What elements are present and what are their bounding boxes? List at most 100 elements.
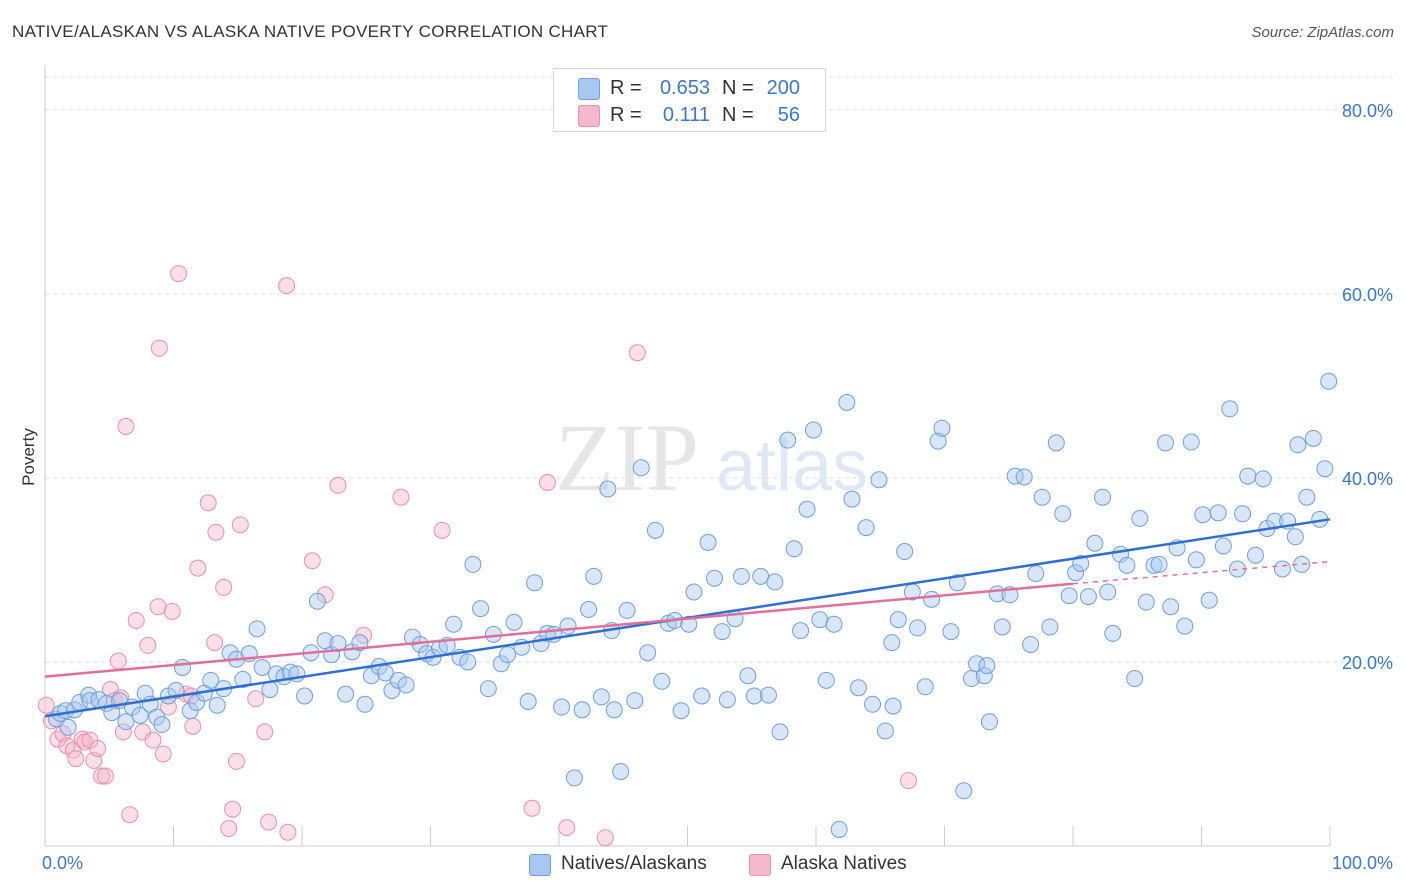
data-point-natives-alaskans <box>896 543 914 561</box>
data-point-natives-alaskans <box>1162 598 1180 616</box>
data-point-natives-alaskans <box>1054 505 1072 523</box>
data-point-alaska-natives <box>220 820 238 838</box>
data-point-natives-alaskans <box>718 691 736 709</box>
watermark: ZIP atlas <box>555 404 868 511</box>
stats-n-value: 56 <box>777 104 800 126</box>
data-point-alaska-natives <box>227 752 245 770</box>
data-point-natives-alaskans <box>605 701 623 719</box>
series-alaska-natives <box>37 265 918 847</box>
y-tick-label: 20.0% <box>1342 653 1393 673</box>
data-point-natives-alaskans <box>811 611 829 629</box>
data-point-natives-alaskans <box>968 655 986 673</box>
data-point-alaska-natives <box>170 265 188 283</box>
y-tick-label: 60.0% <box>1342 285 1393 305</box>
data-point-alaska-natives <box>189 559 207 577</box>
watermark-zip: ZIP <box>555 404 699 511</box>
data-point-natives-alaskans <box>1118 556 1136 574</box>
data-point-natives-alaskans <box>573 701 591 719</box>
data-point-natives-alaskans <box>117 713 135 731</box>
data-point-natives-alaskans <box>1194 506 1212 524</box>
data-point-alaska-natives <box>139 636 157 654</box>
data-point-natives-alaskans <box>131 706 149 724</box>
data-point-alaska-natives <box>278 277 296 295</box>
data-point-alaska-natives <box>37 696 55 714</box>
data-point-natives-alaskans <box>1176 617 1194 635</box>
data-point-alaska-natives <box>199 494 217 512</box>
data-point-natives-alaskans <box>459 653 477 671</box>
data-point-alaska-natives <box>538 474 556 492</box>
data-point-natives-alaskans <box>1254 470 1272 488</box>
data-point-natives-alaskans <box>883 634 901 652</box>
data-point-alaska-natives <box>109 652 127 670</box>
data-point-natives-alaskans <box>526 574 544 592</box>
data-point-natives-alaskans <box>565 769 583 787</box>
data-point-natives-alaskans <box>838 393 856 411</box>
data-point-alaska-natives <box>163 602 181 620</box>
stats-swatch-blue <box>578 78 600 100</box>
data-point-natives-alaskans <box>329 635 347 653</box>
data-point-natives-alaskans <box>929 432 947 450</box>
data-point-natives-alaskans <box>825 615 843 633</box>
data-point-natives-alaskans <box>261 681 279 699</box>
data-point-natives-alaskans <box>889 611 907 629</box>
data-point-natives-alaskans <box>843 490 861 508</box>
data-point-natives-alaskans <box>1200 591 1218 609</box>
chart-title: NATIVE/ALASKAN VS ALASKA NATIVE POVERTY … <box>12 22 609 41</box>
data-point-alaska-natives <box>150 339 168 357</box>
data-point-natives-alaskans <box>923 590 941 608</box>
data-point-natives-alaskans <box>798 500 816 518</box>
data-point-natives-alaskans <box>592 688 610 706</box>
data-point-natives-alaskans <box>1015 468 1033 486</box>
data-point-natives-alaskans <box>980 713 998 731</box>
data-point-natives-alaskans <box>1006 467 1024 485</box>
data-point-natives-alaskans <box>639 644 657 662</box>
data-point-alaska-natives <box>256 723 274 741</box>
data-point-natives-alaskans <box>248 620 266 638</box>
data-point-natives-alaskans <box>316 632 334 650</box>
stats-box: R = 0.653 N = 200 R = 0.111 N = 56 <box>553 68 826 132</box>
data-point-alaska-natives <box>154 745 172 763</box>
data-point-natives-alaskans <box>993 618 1011 636</box>
data-point-alaska-natives <box>149 598 167 616</box>
data-point-natives-alaskans <box>705 569 723 587</box>
source-label: Source: ZipAtlas.com <box>1251 24 1394 41</box>
data-point-alaska-natives <box>127 612 145 630</box>
data-point-natives-alaskans <box>559 617 577 635</box>
data-point-natives-alaskans <box>653 672 671 690</box>
data-point-natives-alaskans <box>1079 588 1097 606</box>
data-point-natives-alaskans <box>553 698 571 716</box>
data-point-alaska-natives <box>596 829 614 847</box>
data-point-natives-alaskans <box>208 696 226 714</box>
data-point-natives-alaskans <box>445 615 463 633</box>
stats-n-value: 200 <box>766 77 800 99</box>
data-point-alaska-natives <box>184 717 202 735</box>
data-point-natives-alaskans <box>1187 551 1205 569</box>
data-point-alaska-natives <box>224 800 242 818</box>
data-point-natives-alaskans <box>766 573 784 591</box>
data-point-natives-alaskans <box>505 613 523 631</box>
data-point-natives-alaskans <box>1266 512 1284 530</box>
data-point-alaska-natives <box>67 750 85 768</box>
data-point-natives-alaskans <box>1060 587 1078 605</box>
data-point-natives-alaskans <box>1157 434 1175 452</box>
data-point-natives-alaskans <box>492 655 510 673</box>
data-point-natives-alaskans <box>933 419 951 437</box>
data-point-natives-alaskans <box>626 692 644 710</box>
data-point-natives-alaskans <box>792 622 810 640</box>
data-point-natives-alaskans <box>397 676 415 694</box>
data-point-natives-alaskans <box>1246 546 1264 564</box>
trend-line-alaska-natives-extension <box>1072 560 1331 585</box>
data-point-natives-alaskans <box>1214 537 1232 555</box>
x-tick-label: 100.0% <box>1332 853 1393 873</box>
data-point-alaska-natives <box>303 552 321 570</box>
data-point-alaska-natives <box>329 476 347 494</box>
data-point-natives-alaskans <box>499 646 517 664</box>
tick-labels: 20.0% 40.0% 60.0% 80.0% 0.0% 100.0% <box>42 101 1393 873</box>
data-point-natives-alaskans <box>1104 624 1122 642</box>
data-point-natives-alaskans <box>479 680 497 698</box>
data-point-alaska-natives <box>144 731 162 749</box>
data-point-natives-alaskans <box>857 519 875 537</box>
data-point-natives-alaskans <box>599 480 617 498</box>
data-point-natives-alaskans <box>1182 433 1200 451</box>
data-point-natives-alaskans <box>1126 670 1144 688</box>
